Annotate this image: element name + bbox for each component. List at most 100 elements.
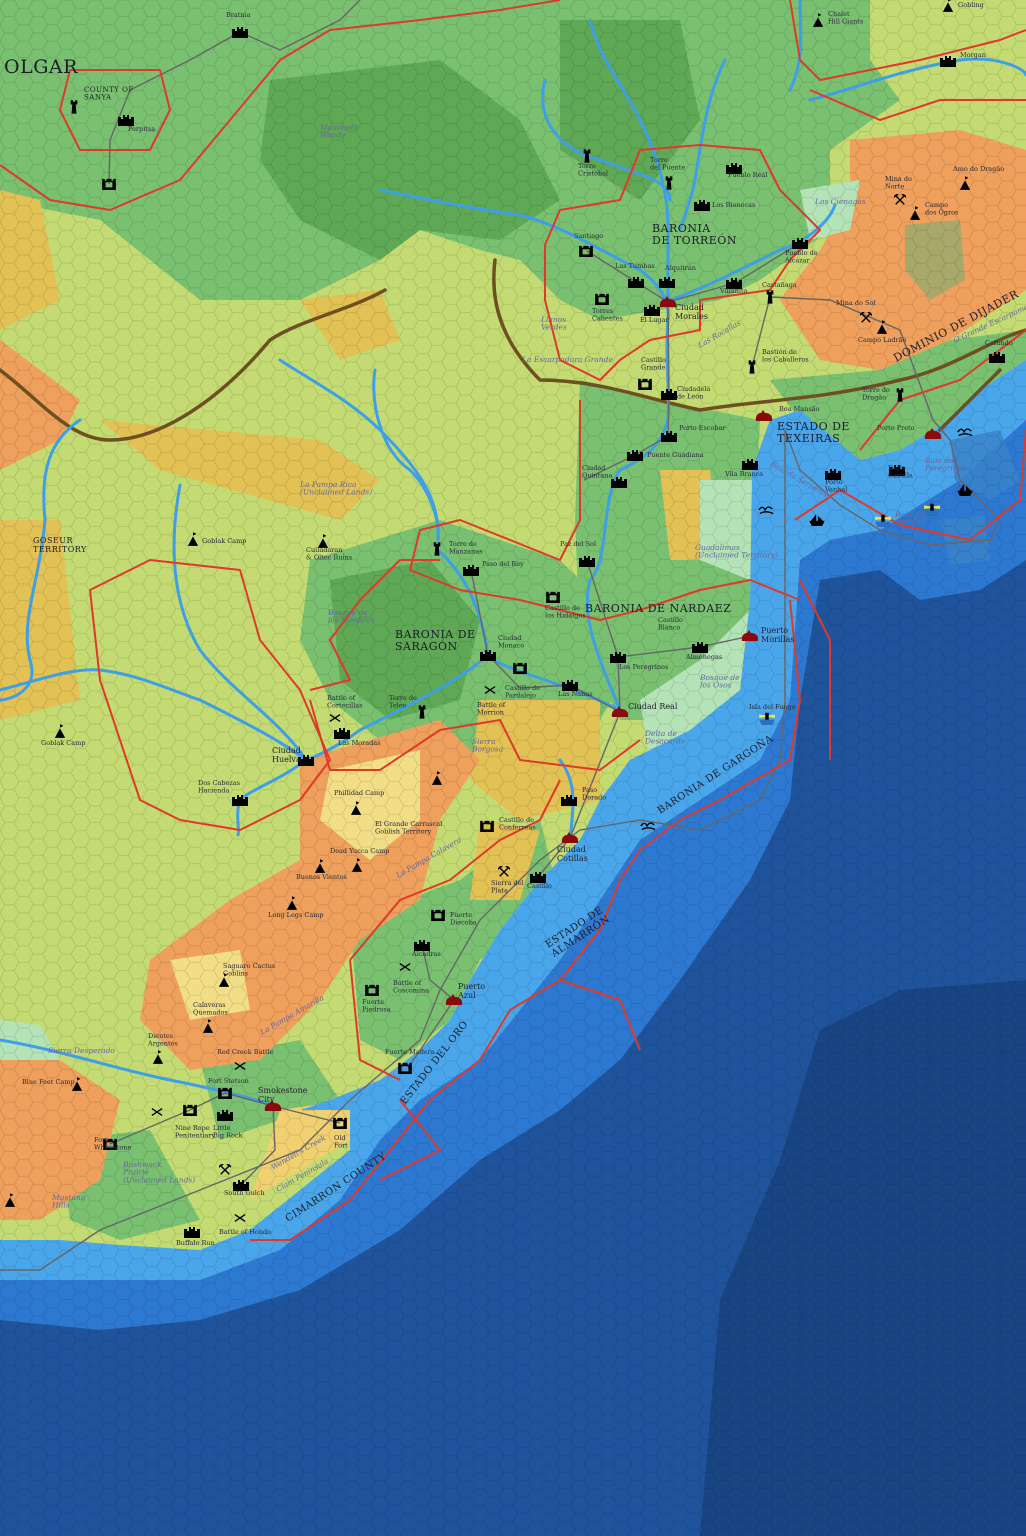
label-line: Vila Branca — [724, 470, 763, 478]
label-line: Fort Stetson — [208, 1077, 249, 1085]
place-label: Battle of Hondo — [219, 1228, 271, 1236]
place-label: Castañaga — [762, 281, 797, 289]
place-label: El Lugar — [640, 316, 669, 324]
label-line: Isla del Fuego — [749, 703, 796, 711]
label-line: COUNTY OF — [84, 86, 134, 94]
place-label: Las Moradas — [338, 739, 381, 747]
place-label: Perpitsa — [128, 125, 155, 133]
place-label: Ciudad Quintana — [582, 464, 612, 480]
feature-label: Bosque de los Osos — [699, 673, 740, 690]
label-line: Mustang — [51, 1193, 86, 1202]
feature-label: Las Cienagas — [814, 197, 866, 206]
place-label: Dos Cabezas Hacienda — [198, 779, 240, 795]
place-label: Goblak Camp — [41, 739, 85, 747]
label-line: Morgan — [960, 51, 986, 59]
label-line: del Puente — [650, 164, 685, 172]
label-line: Grande — [641, 364, 666, 372]
place-label: South Gulch — [224, 1189, 265, 1197]
label-line: Paso — [582, 786, 597, 794]
realm-label: ESTADO DE TEXEIRAS — [777, 420, 850, 445]
city-label: Puerto Morillas — [761, 626, 794, 644]
label-line: & Oltec Ruins — [306, 554, 352, 562]
label-line: Huelva — [272, 755, 301, 764]
label-line: Conferreas — [499, 824, 536, 832]
label-line: Vanhal — [824, 486, 847, 494]
label-line: SARAGÓN — [395, 639, 458, 653]
label-line: (Unclaimed Lands) — [123, 1175, 195, 1184]
label-line: Torre do — [862, 386, 890, 394]
place-label: Mina do Sol — [836, 299, 875, 307]
city-label: Smokestone City — [258, 1086, 308, 1104]
place-label: Alcadras — [411, 950, 441, 958]
place-label: Torre de Manzanas — [449, 540, 482, 556]
place-label: El Grande Carrascal Goblish Territory — [375, 820, 442, 836]
place-label: Long Legs Camp — [268, 911, 324, 919]
label-line: Morales — [675, 312, 708, 321]
place-label: Santiago — [574, 232, 603, 240]
place-label: Nine Rope Penitentiary — [175, 1124, 216, 1140]
feature-label: Baía das Ondas — [894, 510, 928, 527]
place-label: Ciudadela de León — [677, 385, 710, 401]
label-line: Coscomina — [393, 987, 429, 995]
label-line: Villanita — [719, 287, 748, 295]
label-line: Campo Ladrão — [858, 336, 906, 344]
label-line: Long Legs Camp — [268, 911, 324, 919]
label-line: los Caballeros — [762, 356, 809, 364]
place-label: Pueblo Real — [728, 171, 767, 179]
label-line: Torre de — [389, 694, 417, 702]
label-line: Torres — [592, 307, 613, 315]
place-label: Los Bionocas — [712, 201, 755, 209]
label-line: Torre — [650, 156, 668, 164]
label-line: Cuiladaran — [306, 546, 342, 554]
place-label: Little Big Rock — [213, 1124, 243, 1140]
label-line: GOSEUR — [33, 536, 74, 545]
label-line: Mammoth — [319, 123, 359, 132]
label-line: Penitentiary — [175, 1132, 216, 1140]
label-line: Sierra — [472, 737, 496, 746]
feature-label: Bosque de las Sombras — [327, 608, 375, 625]
feature-label: Bushwack Prairie (Unclaimed Lands) — [122, 1160, 195, 1184]
place-label: Fuerte Diecoba — [450, 911, 477, 927]
rivers — [0, 0, 1026, 1108]
label-line: Dientes — [148, 1032, 173, 1040]
label-line: Torre — [578, 162, 596, 170]
label-line: Goblak Camp — [41, 739, 85, 747]
label-line: Teleo — [389, 702, 407, 710]
label-line: Norte — [885, 183, 904, 191]
label-line: Castillo de — [545, 604, 580, 612]
place-label: Battle of Cortecillas — [327, 694, 363, 710]
label-line: Dragão — [862, 394, 886, 402]
place-label: Cofundo — [985, 339, 1013, 347]
feature-label: Mammoth Woods — [319, 123, 359, 140]
place-label: Della Castilla — [888, 464, 913, 480]
feature-label: Baía dos Peregrinos — [924, 456, 966, 473]
place-label: Saguaro Cactus Goblins — [223, 962, 275, 978]
label-line: Cristobal — [578, 170, 608, 178]
place-label: Almenegas — [685, 653, 722, 661]
place-label: Vila Branca — [724, 470, 763, 478]
place-label: Boa Mansão — [779, 405, 820, 413]
label-line: Phillidad Camp — [334, 789, 384, 797]
label-line: Mina do Sol — [836, 299, 875, 307]
label-line: Dorado — [582, 794, 606, 802]
realm-label: BARONIA DE NARDAEZ — [585, 602, 731, 615]
feature-label: Delta de Desacerde — [644, 729, 686, 746]
place-label: Dientes Argentos — [147, 1032, 178, 1048]
label-line: (Unclaimed Territory) — [695, 551, 778, 560]
label-line: Boa Mansão — [779, 405, 820, 413]
label-line: Baía das — [894, 510, 928, 519]
label-line: Castilla — [888, 472, 913, 480]
place-label: Battle of Coscomina — [393, 979, 429, 995]
label-line: Battle of — [477, 701, 506, 709]
label-line: de León — [677, 393, 703, 401]
realm-borders — [0, 0, 1026, 1241]
place-label: Campo Ladrão — [858, 336, 906, 344]
label-line: Piedrosa — [362, 1006, 391, 1014]
label-line: Castillo de — [499, 816, 534, 824]
label-line: Dos Cabezas — [198, 779, 240, 787]
label-line: Castillo — [527, 882, 552, 890]
label-line: Paso del Rey — [482, 560, 524, 568]
place-label: Torre del Puente — [650, 156, 685, 172]
label-line: Las Moradas — [338, 739, 381, 747]
